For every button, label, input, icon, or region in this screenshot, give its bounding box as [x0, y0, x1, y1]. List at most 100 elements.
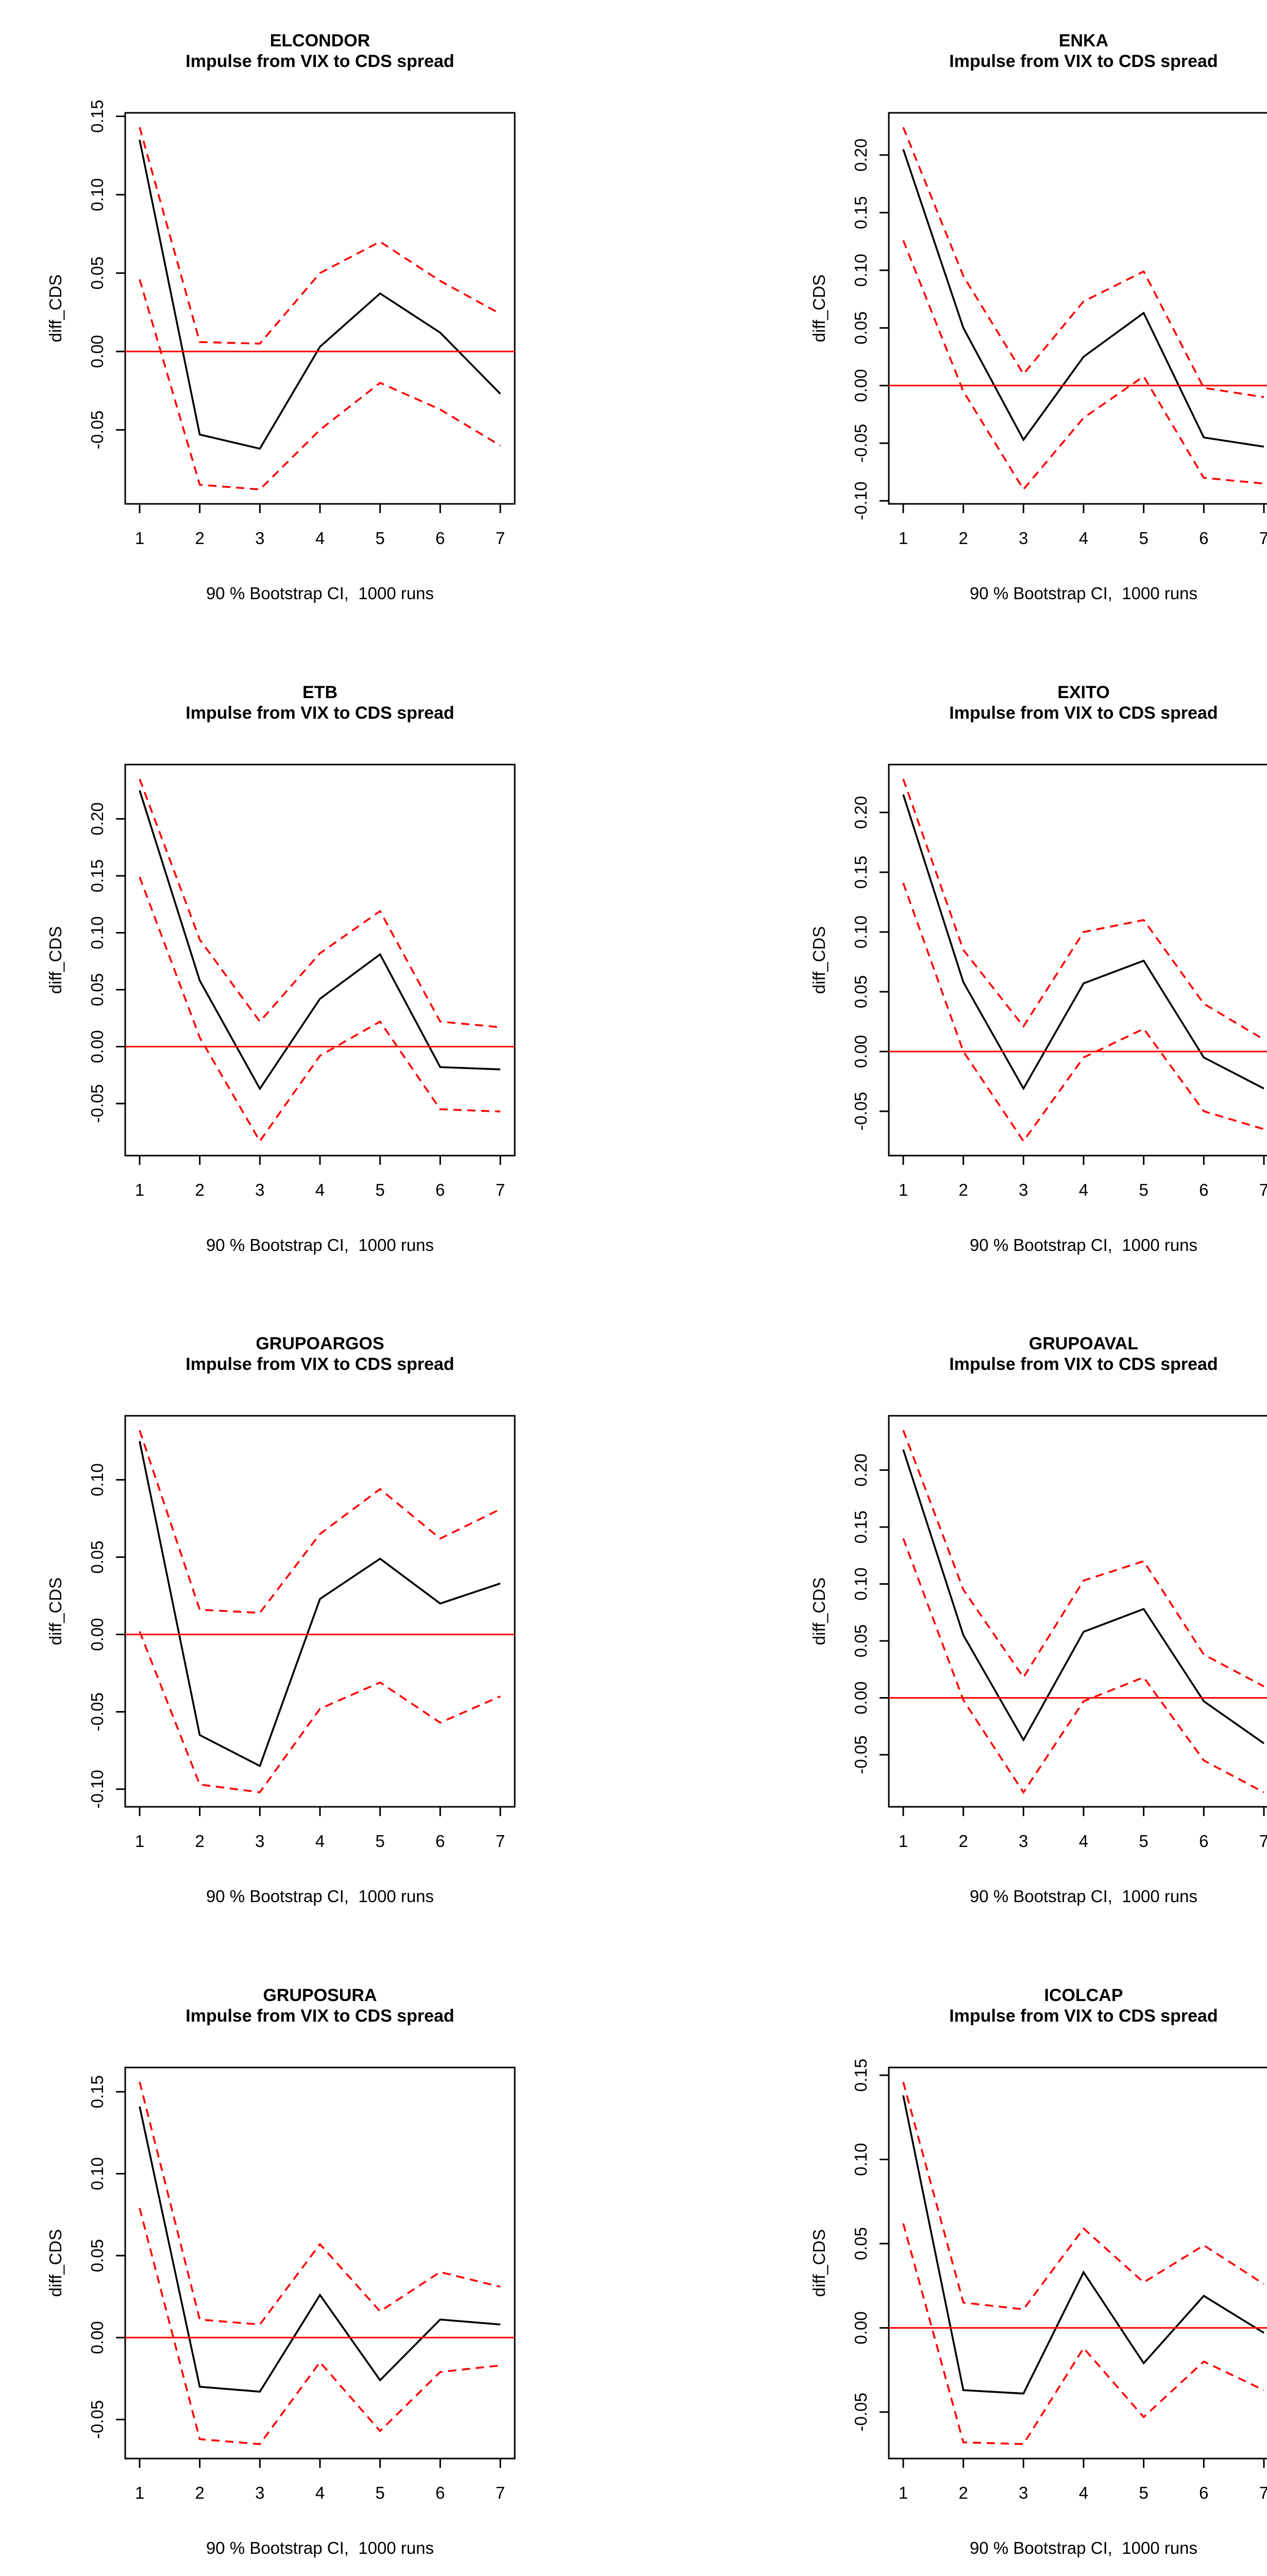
ci-lower-line — [903, 2224, 1264, 2444]
chart-title: ELCONDOR — [270, 31, 370, 50]
x-tick-label: 6 — [435, 1832, 445, 1851]
y-tick-label: 0.10 — [851, 254, 870, 287]
y-tick-label: 0.15 — [851, 1511, 870, 1544]
chart-title: GRUPOAVAL — [1028, 1334, 1138, 1353]
x-tick-label: 7 — [496, 529, 505, 548]
x-tick-label: 4 — [1078, 529, 1088, 548]
y-tick-label: -0.05 — [851, 1736, 870, 1774]
chart-caption: 90 % Bootstrap CI, 1000 runs — [206, 584, 434, 603]
chart-caption: 90 % Bootstrap CI, 1000 runs — [206, 2538, 434, 2557]
y-tick-label: -0.05 — [88, 1692, 107, 1731]
x-tick-label: 5 — [375, 2483, 384, 2502]
x-tick-label: 2 — [958, 529, 968, 548]
plot-box — [125, 2067, 515, 2459]
x-tick-label: 3 — [255, 2483, 264, 2502]
y-axis-label: diff_CDS — [809, 926, 829, 993]
irf-chart-enka: ENKA Impulse from VIX to CDS spread diff… — [654, 8, 1267, 660]
x-tick-label: 7 — [496, 1832, 505, 1851]
ci-lower-line — [140, 1632, 500, 1792]
chart-caption: 90 % Bootstrap CI, 1000 runs — [969, 1887, 1197, 1906]
ci-lower-line — [903, 883, 1264, 1141]
irf-chart-etb: ETB Impulse from VIX to CDS spread diff_… — [21, 660, 654, 1312]
x-tick-label: 2 — [195, 1832, 204, 1851]
ci-lower-line — [903, 240, 1264, 489]
irf-chart-elcondor: ELCONDOR Impulse from VIX to CDS spread … — [21, 8, 654, 660]
y-tick-label: 0.00 — [851, 1682, 870, 1715]
ci-upper-line — [140, 779, 500, 1027]
irf-panel-etb: ETB Impulse from VIX to CDS spread diff_… — [21, 660, 654, 1312]
plot-box — [889, 1416, 1267, 1807]
y-tick-label: -0.05 — [88, 1084, 107, 1123]
x-tick-label: 3 — [255, 1832, 264, 1851]
x-tick-label: 4 — [315, 2483, 325, 2502]
x-tick-label: 6 — [435, 2483, 445, 2502]
y-tick-label: 0.05 — [88, 973, 107, 1006]
y-axis-label: diff_CDS — [809, 275, 829, 342]
irf-chart-icolcap: ICOLCAP Impulse from VIX to CDS spread d… — [654, 1963, 1267, 2576]
irf-panel-enka: ENKA Impulse from VIX to CDS spread diff… — [654, 8, 1267, 660]
y-axis-label: diff_CDS — [809, 2229, 829, 2297]
y-tick-label: -0.05 — [851, 1092, 870, 1130]
plot-box — [125, 113, 515, 504]
y-tick-label: 0.10 — [88, 2157, 107, 2190]
y-tick-label: 0.00 — [88, 335, 107, 368]
x-tick-label: 1 — [898, 1832, 907, 1851]
x-tick-label: 3 — [255, 1180, 264, 1199]
x-tick-label: 5 — [1139, 1180, 1148, 1199]
ci-upper-line — [903, 2082, 1264, 2309]
y-tick-label: 0.10 — [88, 178, 107, 211]
x-tick-label: 6 — [1199, 1832, 1208, 1851]
y-tick-label: -0.05 — [851, 2393, 870, 2431]
chart-subtitle: Impulse from VIX to CDS spread — [185, 1354, 454, 1374]
y-axis-label: diff_CDS — [46, 1578, 65, 1645]
irf-panel-icolcap: ICOLCAP Impulse from VIX to CDS spread d… — [654, 1963, 1267, 2576]
x-tick-label: 6 — [435, 1180, 445, 1199]
y-tick-label: 0.05 — [851, 1624, 870, 1657]
chart-subtitle: Impulse from VIX to CDS spread — [185, 703, 454, 723]
x-tick-label: 5 — [375, 1180, 384, 1199]
chart-title: ICOLCAP — [1044, 1986, 1123, 2005]
chart-title: ENKA — [1058, 31, 1108, 50]
y-tick-label: 0.05 — [851, 311, 870, 344]
y-tick-label: 0.05 — [88, 2239, 107, 2272]
y-tick-label: -0.10 — [851, 482, 870, 520]
y-axis-label: diff_CDS — [809, 1578, 829, 1645]
x-tick-label: 2 — [958, 1832, 968, 1851]
ci-upper-line — [140, 127, 500, 344]
ci-lower-line — [903, 1538, 1264, 1792]
chart-subtitle: Impulse from VIX to CDS spread — [949, 1354, 1218, 1374]
x-tick-label: 5 — [1139, 529, 1148, 548]
x-tick-label: 2 — [195, 2483, 204, 2502]
y-tick-label: 0.00 — [851, 369, 870, 402]
chart-title: ETB — [302, 683, 337, 702]
irf-panel-grupoaval: GRUPOAVAL Impulse from VIX to CDS spread… — [654, 1311, 1267, 1963]
y-axis-label: diff_CDS — [46, 926, 65, 993]
x-tick-label: 7 — [1259, 1832, 1267, 1851]
x-tick-label: 1 — [898, 529, 907, 548]
irf-chart-grupoargos: GRUPOARGOS Impulse from VIX to CDS sprea… — [21, 1311, 654, 1963]
chart-caption: 90 % Bootstrap CI, 1000 runs — [969, 584, 1197, 603]
x-tick-label: 2 — [958, 1180, 968, 1199]
response-line — [903, 2095, 1264, 2394]
y-tick-label: 0.05 — [88, 1541, 107, 1574]
irf-panel-grupoargos: GRUPOARGOS Impulse from VIX to CDS sprea… — [21, 1311, 654, 1963]
chart-title: GRUPOARGOS — [256, 1334, 384, 1353]
x-tick-label: 7 — [496, 2483, 505, 2502]
y-tick-label: 0.15 — [88, 2075, 107, 2108]
x-tick-label: 4 — [1078, 2483, 1088, 2502]
response-line — [140, 2107, 500, 2392]
plot-box — [889, 2067, 1267, 2459]
irf-panel-exito: EXITO Impulse from VIX to CDS spread dif… — [654, 660, 1267, 1312]
y-tick-label: -0.05 — [851, 424, 870, 463]
x-tick-label: 3 — [1019, 2483, 1028, 2502]
y-tick-label: -0.10 — [88, 1770, 107, 1809]
y-tick-label: 0.20 — [88, 802, 107, 835]
y-tick-label: 0.00 — [88, 1030, 107, 1063]
y-tick-label: 0.00 — [88, 1618, 107, 1651]
x-tick-label: 2 — [195, 1180, 204, 1199]
chart-caption: 90 % Bootstrap CI, 1000 runs — [206, 1235, 434, 1255]
ci-lower-line — [140, 877, 500, 1141]
